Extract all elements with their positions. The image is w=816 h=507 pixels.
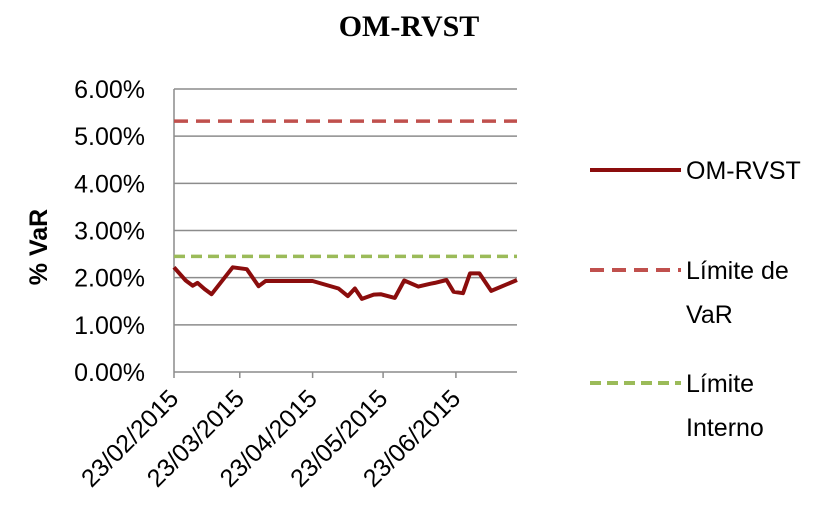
legend-label: OM-RVST — [686, 157, 801, 185]
y-tick-labels: 0.00% 1.00% 2.00% 3.00% 4.00% 5.00% 6.00% — [74, 76, 145, 387]
y-tick-label: 1.00% — [74, 312, 145, 340]
legend-label: Interno — [686, 414, 764, 442]
chart-title: OM-RVST — [339, 10, 480, 43]
y-tick-label: 4.00% — [74, 170, 145, 198]
legend: OM-RVST Límite de VaR Límite Interno — [590, 157, 801, 442]
y-tick-label: 0.00% — [74, 359, 145, 387]
series-lines — [172, 119, 518, 301]
y-tick-label: 5.00% — [74, 123, 145, 151]
y-tick-label: 6.00% — [74, 76, 145, 104]
legend-label: Límite — [686, 370, 754, 398]
y-axis-label: % VaR — [25, 209, 53, 285]
gridlines — [173, 88, 517, 378]
series-line-0 — [172, 265, 518, 301]
y-tick-label: 2.00% — [74, 265, 145, 293]
legend-label: VaR — [686, 301, 733, 329]
y-tick-label: 3.00% — [74, 218, 145, 246]
x-tick-labels: 23/02/201523/03/201523/04/201523/05/2015… — [76, 384, 466, 492]
legend-label: Límite de — [686, 257, 789, 285]
